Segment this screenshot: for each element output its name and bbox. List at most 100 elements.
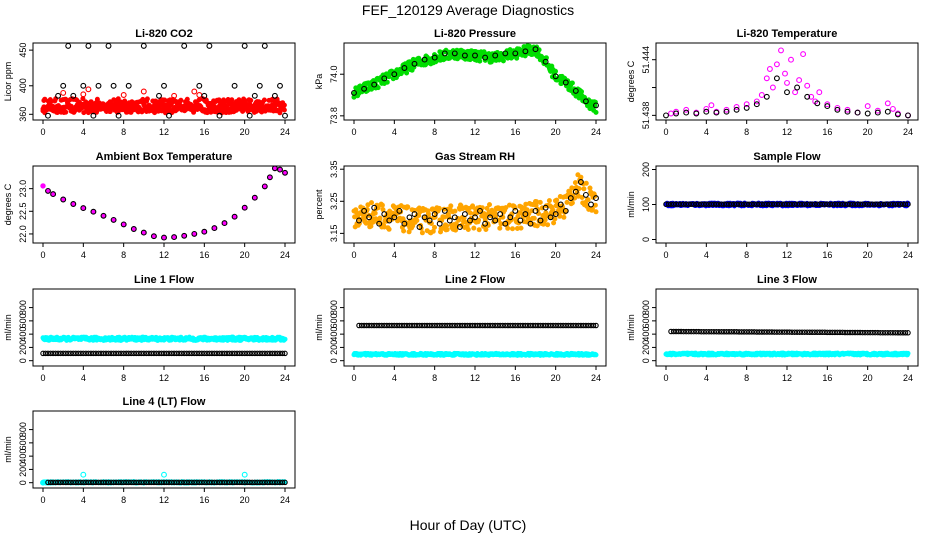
data-point (678, 201, 684, 207)
data-point (814, 329, 821, 336)
data-point (748, 201, 755, 207)
data-point (754, 329, 760, 335)
data-point (274, 350, 281, 357)
data-point (696, 201, 702, 207)
data-point (743, 104, 750, 111)
data-point (507, 214, 514, 221)
data-point (726, 201, 732, 207)
x-axis-title: Hour of Day (UTC) (409, 517, 527, 533)
series-sampleflow-1 (663, 201, 911, 207)
data-point (800, 51, 807, 58)
data-point (693, 201, 700, 207)
data-point (269, 479, 276, 486)
data-point (530, 322, 536, 329)
y-tick-label: 600 (329, 313, 339, 328)
data-point (219, 350, 225, 357)
data-point (188, 479, 195, 486)
data-point (764, 201, 770, 207)
data-point (115, 350, 122, 357)
data-point (482, 220, 489, 227)
x-tick-label: 16 (199, 495, 209, 505)
data-point (751, 329, 757, 335)
x-tick-label: 4 (704, 127, 709, 137)
data-point (436, 220, 443, 227)
data-point (806, 201, 813, 207)
data-point (469, 322, 476, 329)
data-point (819, 201, 826, 207)
data-point (171, 234, 178, 241)
data-point (481, 49, 487, 55)
data-point (794, 329, 800, 335)
data-point (733, 104, 740, 110)
data-point (188, 350, 195, 357)
data-point (234, 479, 240, 486)
data-point (60, 82, 67, 89)
series-boxtemp-0 (40, 166, 288, 241)
plot-area-boxtemp (40, 166, 288, 241)
y-tick-label: 0 (641, 358, 651, 363)
data-point (60, 350, 66, 357)
y-tick-label: 0 (641, 237, 651, 242)
data-point (452, 208, 458, 214)
x-tick-label: 8 (744, 127, 749, 137)
series-line4-2 (45, 479, 288, 486)
data-point (421, 322, 428, 329)
data-point (497, 211, 504, 218)
data-point (282, 479, 288, 486)
data-point (431, 54, 438, 61)
data-point (854, 329, 861, 336)
data-point (161, 350, 167, 357)
data-point (252, 350, 258, 357)
y-tick-label: 0 (18, 358, 28, 363)
data-point (168, 350, 175, 357)
data-point (683, 106, 690, 113)
data-point (441, 207, 448, 214)
data-point (451, 50, 458, 57)
data-point (862, 329, 868, 336)
data-point (525, 322, 531, 329)
data-point (806, 329, 813, 336)
data-point (771, 329, 778, 335)
data-point (522, 322, 529, 329)
data-point (236, 479, 243, 486)
data-point (900, 201, 906, 207)
x-tick-label: 24 (591, 250, 601, 260)
data-point (462, 322, 468, 329)
data-point (191, 88, 198, 95)
data-point (133, 479, 140, 486)
data-point (789, 329, 795, 335)
data-point (141, 350, 147, 357)
data-point (522, 48, 529, 55)
x-tick-label: 16 (199, 127, 209, 137)
x-tick-label: 24 (280, 127, 290, 137)
y-tick-label: 400 (641, 327, 651, 342)
data-point (877, 329, 884, 336)
data-point (211, 225, 218, 232)
series-co2-0 (40, 96, 287, 116)
data-point (822, 329, 828, 336)
data-point (503, 205, 509, 211)
data-point (483, 227, 489, 233)
plot-area-line1 (40, 334, 288, 357)
data-point (80, 82, 87, 89)
data-point (804, 329, 810, 335)
data-point (281, 102, 287, 108)
data-point (254, 350, 261, 357)
x-tick-label: 0 (40, 373, 45, 383)
data-point (570, 322, 577, 329)
data-point (143, 350, 150, 357)
data-point (759, 329, 765, 335)
data-point (42, 350, 49, 357)
data-point (45, 479, 51, 486)
data-point (211, 350, 218, 357)
y-tick-label: 800 (18, 422, 28, 437)
data-point (98, 479, 104, 486)
plot-area-line4 (40, 471, 288, 486)
x-tick-label: 24 (903, 127, 913, 137)
data-point (405, 204, 411, 210)
data-point (356, 322, 362, 329)
data-point (588, 322, 594, 329)
data-point (426, 322, 433, 329)
data-point (786, 329, 793, 335)
data-point (401, 65, 408, 71)
